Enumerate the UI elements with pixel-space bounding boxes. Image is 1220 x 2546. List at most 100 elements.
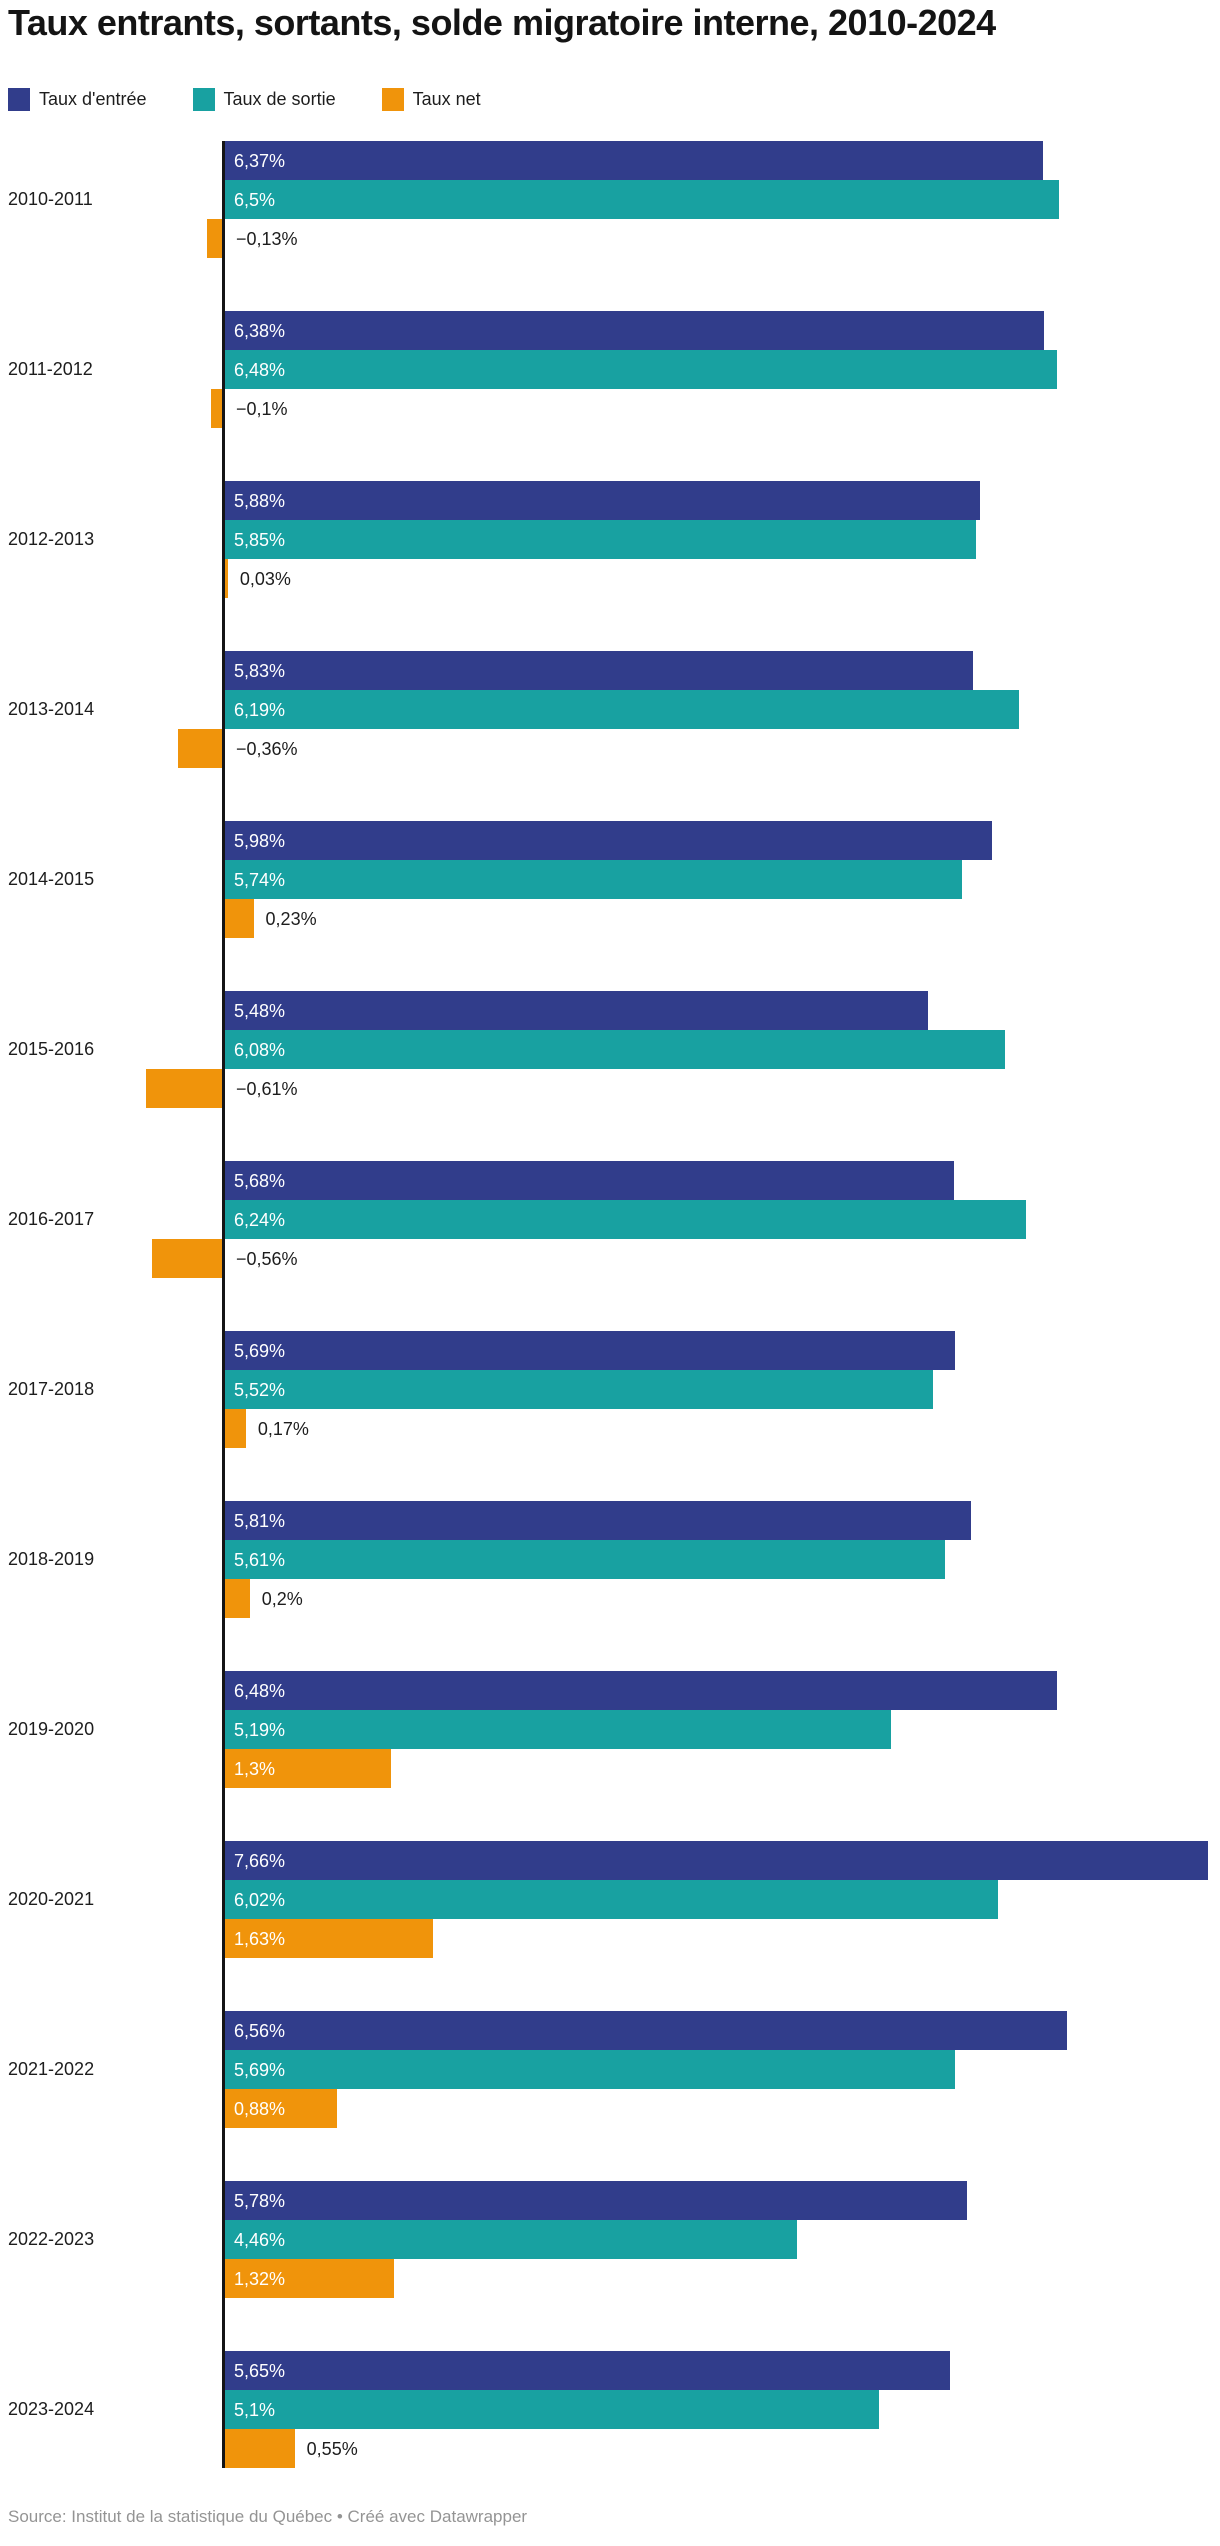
value-label: 6,48% [234,1681,286,1701]
bar-row-net: 0,23% [0,899,1220,938]
value-label: 5,69% [234,1341,286,1361]
value-label: 6,02% [234,1890,286,1910]
bar-row-sortie: 6,24% [0,1200,1220,1239]
value-label: 6,5% [234,190,276,210]
legend-swatch-sortie [192,88,215,111]
value-label: 6,48% [234,360,286,380]
category-label: 2010-2011 [8,189,93,209]
bar-row-net: −0,61% [0,1069,1220,1108]
value-label: 0,55% [306,2439,358,2459]
value-label: 6,24% [234,1210,286,1230]
bar-row-entree: 5,48% [0,991,1220,1030]
bar-row-net: 0,55% [0,2429,1220,2468]
bar-group: 2014-2015 5,98% 5,74% 0,23% [0,821,1220,938]
bar-row-net: 0,2% [0,1579,1220,1618]
legend-item-sortie: Taux de sortie [192,88,336,111]
category-label: 2014-2015 [8,869,95,889]
value-label: 0,23% [265,909,317,929]
value-label: −0,1% [236,399,288,419]
bar-row-entree: 6,38% [0,311,1220,350]
bar-sortie [224,690,1020,729]
value-label: 0,03% [239,569,291,589]
bar-net [224,899,254,938]
value-label: 0,17% [257,1419,309,1439]
legend-item-entree: Taux d'entrée [8,88,147,111]
bar-net [224,1749,392,1788]
bar-group: 2018-2019 5,81% 5,61% 0,2% [0,1501,1220,1618]
bar-group: 2011-2012 6,38% 6,48% −0,1% [0,311,1220,428]
bar-row-sortie: 6,02% [0,1880,1220,1919]
bar-row-entree: 5,68% [0,1161,1220,1200]
bar-row-entree: 5,98% [0,821,1220,860]
category-label: 2011-2012 [8,359,93,379]
bar-group: 2015-2016 5,48% 6,08% −0,61% [0,991,1220,1108]
bar-row-entree: 6,37% [0,141,1220,180]
bar-entree [224,821,993,860]
bar-net [145,1069,224,1108]
bar-sortie [224,2220,798,2259]
value-label: −0,61% [236,1079,298,1099]
value-label: 5,48% [234,1001,286,1021]
bar-net [224,1579,250,1618]
value-label: 5,52% [234,1380,286,1400]
value-label: 5,19% [234,1720,286,1740]
bar-net [211,389,224,428]
category-label: 2019-2020 [8,1719,95,1739]
value-label: 5,83% [234,661,286,681]
legend-label: Taux net [412,89,481,109]
bar-net [224,2089,338,2128]
bar-row-sortie: 6,19% [0,690,1220,729]
bar-sortie [224,1540,945,1579]
category-label: 2021-2022 [8,2059,95,2079]
bar-net [224,2429,295,2468]
source-attribution: Source: Institut de la statistique du Qu… [8,2507,528,2526]
value-label: 5,74% [234,870,286,890]
bar-net [224,1409,246,1448]
value-label: 5,88% [234,491,286,511]
bar-row-sortie: 5,52% [0,1370,1220,1409]
bar-group: 2010-2011 6,37% 6,5% −0,13% [0,141,1220,258]
legend-swatch-net [381,88,404,111]
category-label: 2017-2018 [8,1379,95,1399]
bar-entree [224,2351,951,2390]
bar-row-sortie: 5,69% [0,2050,1220,2089]
value-label: 6,38% [234,321,286,341]
category-label: 2023-2024 [8,2399,95,2419]
bar-net [177,729,224,768]
value-label: 5,65% [234,2361,286,2381]
bar-group: 2019-2020 6,48% 5,19% 1,3% [0,1671,1220,1788]
legend-label: Taux de sortie [223,89,336,109]
bar-entree [224,1841,1209,1880]
bar-row-net: −0,1% [0,389,1220,428]
legend: Taux d'entrée Taux de sortie Taux net [8,88,481,111]
bar-row-entree: 5,88% [0,481,1220,520]
category-label: 2018-2019 [8,1549,95,1569]
bar-entree [224,991,929,1030]
category-label: 2022-2023 [8,2229,95,2249]
bar-row-net: 1,32% [0,2259,1220,2298]
category-label: 2015-2016 [8,1039,95,1059]
bar-sortie [224,350,1057,389]
value-label: 5,98% [234,831,286,851]
bar-row-sortie: 6,08% [0,1030,1220,1069]
bar-entree [224,311,1044,350]
bar-sortie [224,1030,1006,1069]
bar-row-sortie: 4,46% [0,2220,1220,2259]
bar-row-sortie: 6,48% [0,350,1220,389]
bar-row-net: −0,56% [0,1239,1220,1278]
bar-sortie [224,520,976,559]
bar-net [224,2259,394,2298]
bar-group: 2021-2022 6,56% 5,69% 0,88% [0,2011,1220,2128]
value-label: 6,08% [234,1040,286,1060]
bar-row-net: 0,88% [0,2089,1220,2128]
bar-entree [224,651,974,690]
bar-sortie [224,1880,998,1919]
value-label: 5,1% [234,2400,276,2420]
value-label: −0,56% [236,1249,298,1269]
bar-row-net: 0,03% [0,559,1220,598]
bar-sortie [224,1200,1026,1239]
chart-title: Taux entrants, sortants, solde migratoir… [8,2,996,43]
bar-group: 2017-2018 5,69% 5,52% 0,17% [0,1331,1220,1448]
value-label: 5,85% [234,530,286,550]
chart-area: 2010-2011 6,37% 6,5% −0,13% 2011-2012 6,38% 6,… [0,141,1220,2468]
